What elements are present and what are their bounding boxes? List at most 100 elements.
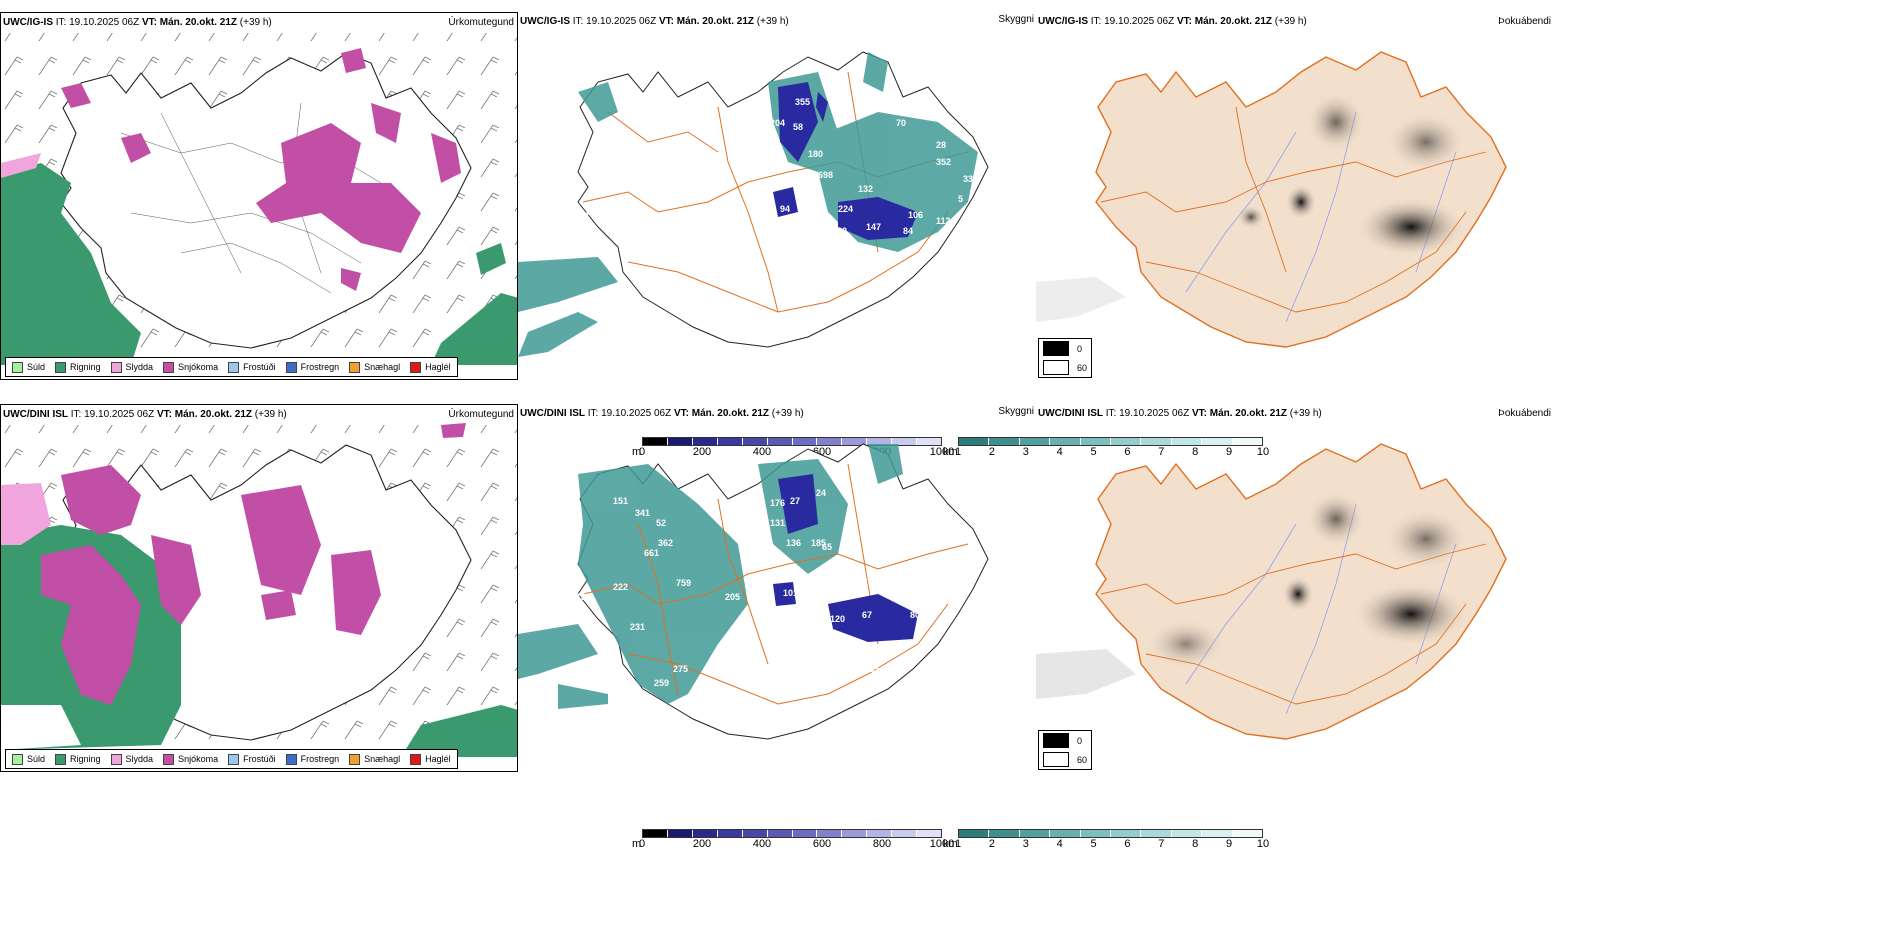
fog-index-panel-row1: UWC/IG-IS IT: 19.10.2025 06Z VT: Mán. 20… (1036, 12, 1554, 380)
fog-index-panel-row2: UWC/DINI ISL IT: 19.10.2025 06Z VT: Mán.… (1036, 404, 1554, 772)
colorbar-cell (1232, 830, 1263, 837)
internal-contours (120, 102, 382, 294)
init-time: IT: 19.10.2025 06Z (587, 408, 672, 419)
fog-area (1386, 112, 1466, 172)
lead-time: (+39 h) (239, 17, 272, 28)
visibility-colorbar-row2: km 1 2 3 4 5 6 7 8 9 10 (943, 829, 1269, 850)
init-time: IT: 19.10.2025 06Z (1090, 16, 1175, 27)
label: 137 (576, 592, 591, 602)
precip-legend: Súld Rigning Slydda Snjókoma Frostúði Fr… (5, 357, 458, 377)
colorbar-cell (959, 830, 990, 837)
colorbar-tick-label: 6 (1124, 838, 1131, 850)
colorbar-cell (1141, 830, 1172, 837)
lead-time: (+39 h) (771, 408, 804, 419)
colorbar-tick-label: 400 (752, 838, 772, 850)
colorbar-tick-label: 5 (1090, 446, 1097, 458)
colorbar-unit: m (632, 838, 642, 850)
rain-area-west (1, 163, 141, 365)
colorbar-cell (1080, 438, 1112, 445)
label: 94 (780, 204, 790, 214)
label: 80 (910, 610, 920, 620)
colorbar-cell (767, 438, 793, 445)
colorbar-tick-label: 2 (988, 446, 995, 458)
dense-fog-area (1282, 576, 1314, 612)
label: 352 (936, 157, 951, 167)
dry-area (1, 705, 81, 750)
colorbar-cell (842, 438, 868, 445)
label: 74 (734, 212, 744, 222)
colorbar-cell (692, 438, 718, 445)
model-name: UWC/IG-IS (1038, 16, 1088, 27)
colorbar-tick-label: 8 (1192, 838, 1199, 850)
label: 341 (635, 508, 650, 518)
label: 101 (783, 588, 798, 598)
colorbar-cell (1080, 830, 1112, 837)
label: 131 (770, 518, 785, 528)
colorbar-cell (692, 830, 718, 837)
init-time: IT: 19.10.2025 06Z (572, 16, 657, 27)
label: 185 (811, 538, 826, 548)
colorbar-cell (892, 830, 918, 837)
low-cloud-areas (773, 82, 918, 240)
valid-time: VT: Mán. 20.okt. 21Z (673, 408, 769, 419)
label: 123 (574, 211, 589, 221)
colorbar-cell (1202, 830, 1233, 837)
dense-fog-area (1353, 582, 1469, 646)
colorbar-cell (717, 438, 743, 445)
init-time: IT: 19.10.2025 06Z (55, 17, 140, 28)
colorbar-tick-label: 9 (1226, 446, 1233, 458)
colorbar-cell (1050, 438, 1081, 445)
roads (582, 463, 969, 705)
label: 206 (868, 282, 883, 292)
legend-item-sleet: Slydda (110, 361, 153, 373)
colorbar-cell (1141, 438, 1172, 445)
valid-time: VT: Mán. 20.okt. 21Z (141, 17, 237, 28)
colorbar-tick-label: 3 (1022, 446, 1029, 458)
colorbar-tick-label: 7 (1158, 446, 1165, 458)
sleet-area (1, 483, 51, 545)
label: 232 (832, 226, 847, 236)
colorbar-cell (643, 830, 668, 837)
init-time: IT: 19.10.2025 06Z (1105, 408, 1190, 419)
fog-area (1384, 509, 1468, 569)
label: 106 (908, 210, 923, 220)
label: 275 (673, 664, 688, 674)
legend-item-snow-pellets: Snæhagl (349, 361, 400, 373)
snow-areas (61, 48, 461, 291)
rain-area-southeast-2 (476, 243, 506, 275)
model-name: UWC/IG-IS (520, 16, 570, 27)
fog-legend: 0 60 (1038, 338, 1093, 378)
colorbar-tick-label: 8 (1192, 446, 1199, 458)
label: 58 (793, 122, 803, 132)
label: 205 (725, 592, 740, 602)
label: 698 (818, 170, 833, 180)
offshore-fog (1036, 277, 1126, 322)
legend-item-freezing-rain: Frostregn (285, 753, 339, 765)
colorbar-cell (917, 830, 942, 837)
colorbar-cell (667, 438, 693, 445)
panel-title: Úrkomutegund (448, 409, 514, 420)
label: 151 (613, 496, 628, 506)
dense-fog-area (1356, 197, 1466, 257)
colorbar-tick-label: 2 (988, 838, 995, 850)
fog-legend: 0 60 (1038, 730, 1093, 770)
colorbar-cell (792, 438, 818, 445)
colorbar-tick-label: 5 (1090, 838, 1097, 850)
dense-fog-area (1285, 184, 1317, 220)
lead-time: (+39 h) (1289, 408, 1322, 419)
colorbar-tick-label: 7 (1158, 838, 1165, 850)
lead-time: (+39 h) (756, 16, 789, 27)
colorbar-cell (917, 438, 942, 445)
colorbar-cell (867, 830, 893, 837)
colorbar-cell (1232, 438, 1263, 445)
valid-time: VT: Mán. 20.okt. 21Z (658, 16, 754, 27)
precip-map (1, 33, 517, 365)
panel-title: Þokuábendi (1498, 408, 1551, 419)
label: 52 (656, 518, 666, 528)
colorbar-tick-label: 4 (1056, 838, 1063, 850)
fog-area (1306, 92, 1366, 152)
precip-type-panel-row2: UWC/DINI ISL IT: 19.10.2025 06Z VT: Mán.… (0, 404, 518, 772)
label: 147 (866, 222, 881, 232)
colorbar-unit: km (943, 838, 958, 850)
colorbar-cell (1050, 830, 1081, 837)
